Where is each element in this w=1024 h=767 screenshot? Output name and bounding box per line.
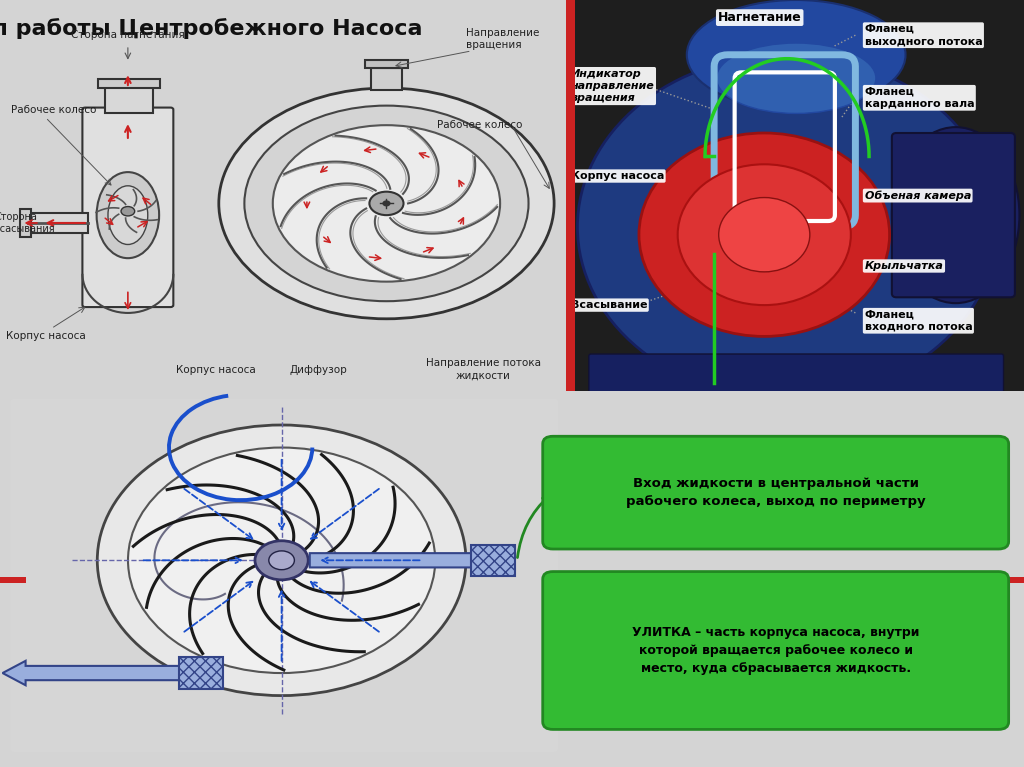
Circle shape: [370, 192, 403, 216]
Circle shape: [97, 425, 466, 696]
FancyBboxPatch shape: [543, 571, 1009, 729]
Circle shape: [245, 106, 528, 301]
Text: Рабочее колесо: Рабочее колесо: [437, 120, 523, 130]
Text: Объеная камера: Объеная камера: [864, 190, 971, 201]
Circle shape: [121, 206, 135, 216]
FancyBboxPatch shape: [105, 86, 154, 114]
Text: Корпус насоса: Корпус насоса: [570, 171, 664, 181]
Text: Крыльчатка: Крыльчатка: [864, 261, 943, 271]
Circle shape: [219, 88, 554, 319]
FancyBboxPatch shape: [365, 60, 408, 68]
Ellipse shape: [578, 54, 996, 399]
Text: УЛИТКА – часть корпуса насоса, внутри
которой вращается рабочее колесо и
место, : УЛИТКА – часть корпуса насоса, внутри ко…: [632, 626, 920, 675]
Text: Корпус насоса: Корпус насоса: [176, 364, 256, 374]
Ellipse shape: [717, 43, 876, 114]
Text: Принцип работы Центробежного Насоса: Принцип работы Центробежного Насоса: [0, 18, 423, 38]
Text: Фланец
выходного потока: Фланец выходного потока: [864, 24, 982, 47]
Text: Всасывание: Всасывание: [570, 300, 647, 310]
Text: Фланец
карданного вала: Фланец карданного вала: [864, 87, 974, 109]
FancyArrow shape: [309, 548, 497, 572]
Circle shape: [255, 541, 308, 580]
Text: Вход жидкости в центральной части
рабочего колеса, выход по периметру: Вход жидкости в центральной части рабоче…: [626, 477, 926, 509]
Text: Индикатор
направление
вращения: Индикатор направление вращения: [570, 69, 654, 104]
Ellipse shape: [678, 164, 851, 305]
Text: Корпус насоса: Корпус насоса: [6, 331, 85, 341]
FancyBboxPatch shape: [10, 399, 558, 752]
FancyBboxPatch shape: [19, 209, 32, 237]
FancyBboxPatch shape: [97, 80, 161, 88]
Ellipse shape: [639, 133, 890, 337]
Text: Рабочее колесо: Рабочее колесо: [11, 104, 96, 114]
Circle shape: [128, 447, 435, 673]
Bar: [998, 578, 1024, 583]
Ellipse shape: [719, 198, 810, 272]
Circle shape: [272, 125, 500, 281]
Circle shape: [383, 201, 390, 206]
FancyBboxPatch shape: [29, 213, 88, 232]
Circle shape: [268, 551, 295, 570]
Ellipse shape: [108, 186, 147, 245]
Ellipse shape: [96, 172, 159, 258]
FancyBboxPatch shape: [892, 133, 1015, 298]
Text: Сторона
всасывания: Сторона всасывания: [0, 212, 55, 234]
Bar: [568, 0, 575, 391]
Bar: [471, 545, 514, 576]
Text: Сторона нагнетания: Сторона нагнетания: [71, 30, 184, 40]
Text: Направление потока
жидкости: Направление потока жидкости: [426, 358, 541, 381]
Text: Фланец
входного потока: Фланец входного потока: [864, 310, 972, 332]
FancyBboxPatch shape: [543, 436, 1009, 549]
Text: Диффузор: Диффузор: [290, 364, 347, 374]
Ellipse shape: [892, 127, 1020, 303]
FancyArrow shape: [2, 661, 189, 685]
Text: Направление
вращения: Направление вращения: [466, 28, 540, 51]
FancyBboxPatch shape: [371, 68, 402, 90]
Ellipse shape: [687, 0, 905, 110]
Text: Нагнетание: Нагнетание: [718, 11, 802, 24]
Bar: [179, 657, 223, 689]
Bar: [0, 578, 26, 583]
FancyBboxPatch shape: [589, 354, 1004, 393]
FancyBboxPatch shape: [82, 107, 173, 307]
